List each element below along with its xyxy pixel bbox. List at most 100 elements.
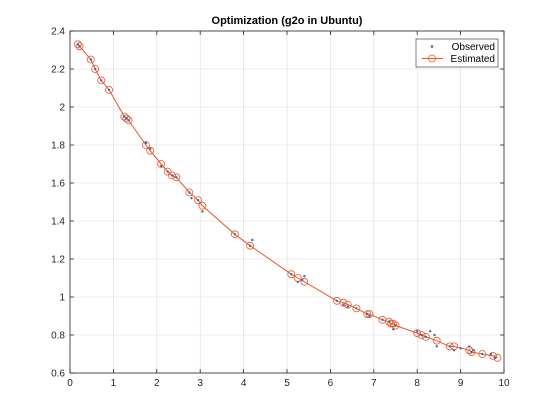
observed-point [248, 244, 252, 247]
estimated-point [75, 42, 84, 51]
observed-point [416, 330, 419, 333]
observed-point [381, 318, 384, 321]
estimated-point [142, 141, 150, 149]
observed-point [459, 347, 462, 350]
observed-point [296, 280, 300, 283]
observed-point [387, 320, 391, 323]
estimated-point [194, 196, 202, 205]
estimated-point [231, 230, 239, 239]
observed-point [76, 43, 80, 46]
observed-point [366, 312, 369, 316]
y-tick-label: 1 [59, 293, 65, 304]
observed-point [188, 191, 191, 194]
estimated-point [185, 188, 194, 197]
observed-point [89, 58, 93, 61]
observed-point [489, 352, 493, 356]
y-tick-label: 1.4 [51, 217, 65, 228]
observed-point [201, 210, 204, 213]
x-tick-label: 7 [371, 378, 377, 389]
observed-point [300, 278, 304, 282]
legend-estimated-label: Estimated [451, 54, 495, 65]
estimated-point [168, 171, 176, 180]
observed-point [175, 176, 178, 179]
observed-point [368, 314, 371, 318]
y-tick-label: 2.2 [51, 65, 65, 76]
observed-point [429, 330, 432, 333]
observed-point [93, 67, 97, 71]
x-tick-label: 3 [197, 378, 203, 389]
x-tick-label: 1 [111, 378, 117, 389]
estimated-point [97, 76, 106, 85]
observed-point [335, 299, 339, 302]
observed-point [435, 345, 438, 348]
estimated-point [339, 298, 348, 307]
y-tick-label: 1.6 [51, 179, 65, 190]
observed-point [392, 328, 395, 331]
estimated-point [146, 146, 155, 155]
observed-point [470, 350, 473, 354]
legend-estimated-marker [428, 54, 436, 63]
observed-point [452, 349, 456, 352]
estimated-point [489, 351, 498, 360]
observed-point [342, 303, 345, 306]
estimated-point [389, 319, 398, 328]
observed-point [100, 79, 103, 82]
x-tick-label: 6 [328, 378, 334, 389]
chart-title: Optimization (g2o in Ubuntu) [212, 15, 363, 27]
y-tick-label: 2.4 [51, 27, 65, 38]
estimated-point [122, 114, 131, 123]
legend-observed-label: Observed [452, 42, 495, 53]
observed-point [448, 345, 451, 348]
estimated-point [385, 317, 393, 326]
estimated-point [417, 331, 426, 339]
estimated-point [124, 116, 133, 125]
observed-point [166, 170, 169, 173]
estimated-point [91, 65, 100, 73]
observed-point [127, 119, 130, 122]
observed-point [107, 88, 111, 92]
x-tick-label: 8 [414, 378, 420, 389]
observed-point [472, 349, 475, 352]
observed-point [290, 273, 293, 276]
observed-point [251, 238, 254, 242]
observed-point [494, 356, 497, 359]
estimated-point [105, 86, 113, 94]
x-tick-label: 4 [241, 378, 247, 389]
observed-point [433, 333, 436, 337]
estimated-point [421, 332, 430, 341]
estimated-point [300, 277, 309, 286]
observed-point [159, 164, 163, 168]
estimated-point [198, 201, 207, 210]
legend-box [415, 38, 499, 68]
estimated-point [365, 310, 374, 319]
grid [69, 30, 505, 374]
y-tick-label: 0.8 [51, 331, 65, 342]
y-tick-label: 2 [59, 103, 65, 114]
estimated-point [246, 241, 255, 250]
observed-point [125, 117, 128, 120]
observed-point [424, 335, 428, 339]
estimated-line [77, 43, 498, 359]
estimated-point [287, 270, 296, 279]
observed-point [144, 141, 148, 145]
estimated-point [363, 310, 372, 319]
estimated-point [413, 329, 422, 338]
estimated-point [172, 173, 181, 182]
axes: 0 1 2 3 4 5 6 7 8 9 10 0.6 0.8 1 1.2 1.4 1.6 1.8 2 2.2 2.4 [51, 27, 510, 390]
observed-point [346, 305, 349, 308]
estimated-point [157, 160, 166, 168]
estimated-point [391, 321, 400, 330]
estimated-point [432, 336, 441, 345]
observed-point [170, 174, 174, 177]
observed-point [481, 352, 484, 356]
estimated-point [478, 350, 487, 358]
observed-point [303, 274, 306, 278]
series [73, 40, 502, 362]
observed-point [149, 147, 152, 150]
estimated-point [493, 353, 502, 362]
estimated-point [352, 304, 361, 313]
observed-point [468, 345, 471, 348]
estimated-point [387, 319, 396, 328]
observed-point [233, 233, 237, 236]
